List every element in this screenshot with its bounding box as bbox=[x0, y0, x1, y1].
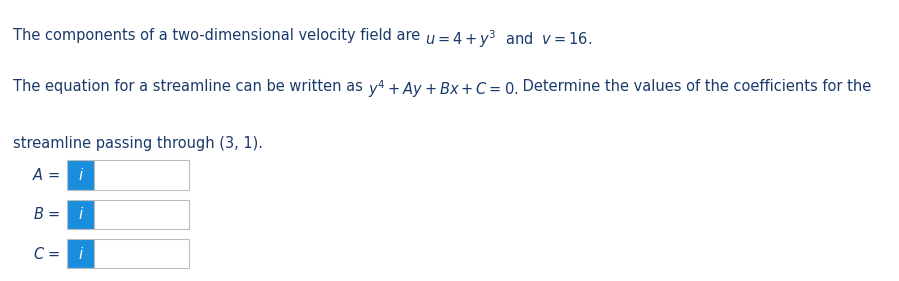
FancyBboxPatch shape bbox=[94, 239, 189, 268]
Text: Determine the values of the coefficients for the: Determine the values of the coefficients… bbox=[519, 79, 872, 94]
FancyBboxPatch shape bbox=[94, 200, 189, 229]
FancyBboxPatch shape bbox=[94, 160, 189, 190]
Text: $y^4 + Ay + Bx + C = 0.$: $y^4 + Ay + Bx + C = 0.$ bbox=[368, 79, 519, 100]
Text: $i$: $i$ bbox=[77, 206, 84, 222]
Text: $B$ =: $B$ = bbox=[33, 206, 60, 222]
Text: streamline passing through (3, 1).: streamline passing through (3, 1). bbox=[13, 136, 263, 151]
FancyBboxPatch shape bbox=[67, 239, 94, 268]
Text: $C$ =: $C$ = bbox=[32, 246, 60, 262]
Text: $i$: $i$ bbox=[77, 246, 84, 262]
Text: $A$ =: $A$ = bbox=[32, 167, 60, 183]
Text: The components of a two-dimensional velocity field are: The components of a two-dimensional velo… bbox=[13, 28, 425, 43]
Text: $i$: $i$ bbox=[77, 167, 84, 183]
FancyBboxPatch shape bbox=[67, 200, 94, 229]
FancyBboxPatch shape bbox=[67, 160, 94, 190]
Text: $u = 4 + y^3$  and  $v = 16.$: $u = 4 + y^3$ and $v = 16.$ bbox=[425, 28, 592, 50]
Text: The equation for a streamline can be written as: The equation for a streamline can be wri… bbox=[13, 79, 368, 94]
